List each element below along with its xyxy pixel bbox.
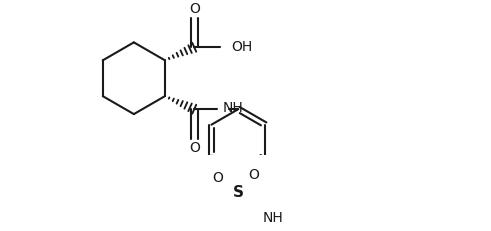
Text: NH: NH bbox=[263, 211, 283, 225]
Text: S: S bbox=[233, 185, 244, 200]
Text: O: O bbox=[248, 168, 259, 182]
Text: O: O bbox=[189, 2, 200, 16]
Text: NH: NH bbox=[223, 100, 244, 115]
Text: O: O bbox=[189, 140, 200, 155]
Text: OH: OH bbox=[231, 40, 252, 54]
Text: O: O bbox=[212, 171, 223, 185]
